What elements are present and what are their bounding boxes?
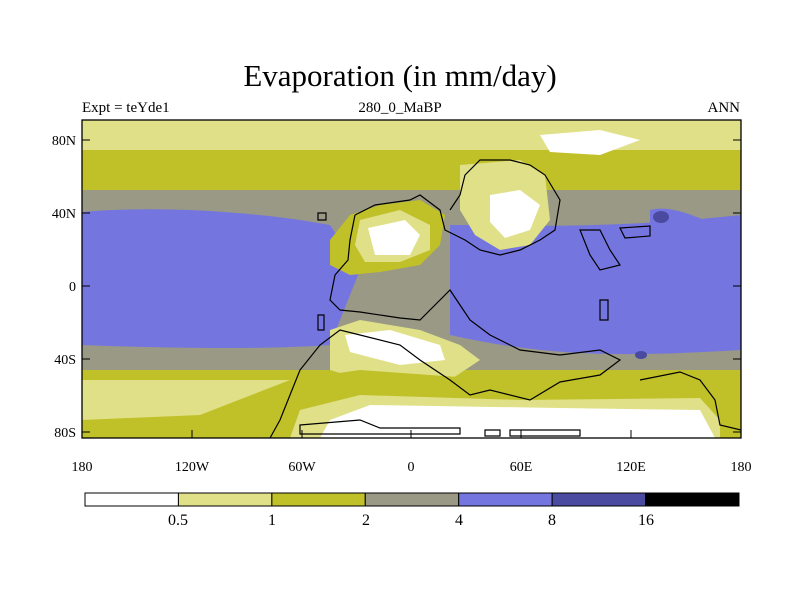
field-south-continent-core [345,330,445,365]
field-arctic-core [540,130,640,155]
coastlines [269,159,741,438]
lat-tick-label: 40N [52,207,76,222]
lat-axis: 80N 40N 0 40S 80S [52,134,741,441]
field-max-patch-south [635,351,647,359]
colorbar-label: 0.5 [168,512,188,529]
colorbar-swatch [84,492,179,507]
colorbar-label: 2 [362,512,370,529]
colorbar-swatch [551,492,647,507]
map-title: Evaporation (in mm/day) [243,58,557,93]
field-max-patch-north [653,211,669,223]
colorbar-label: 4 [455,512,463,529]
field-tropical-ocean-west [82,209,360,349]
colorbar [84,492,740,507]
lat-tick-label: 80S [54,426,76,441]
colorbar-labels: 0.5 1 2 4 8 16 [168,512,654,529]
colorbar-label: 16 [638,512,654,529]
lat-tick-label: 80N [52,134,76,149]
colorbar-label: 1 [268,512,276,529]
field-boreal-land-core [490,190,540,238]
lon-tick-label: 120E [616,460,646,475]
lat-tick-label: 40S [54,353,76,368]
colorbar-swatch [364,492,460,507]
season-label: ANN [707,100,741,116]
field-tropical-ocean-east [450,215,741,355]
colorbar-swatch [177,492,273,507]
field-north-continent-core [368,220,420,255]
period-label: 280_0_MaBP [358,100,442,116]
lon-tick-label: 180 [731,460,752,475]
lon-tick-label: 120W [175,460,210,475]
experiment-label: Expt = teYde1 [82,100,170,116]
colorbar-swatch [271,492,366,507]
lon-tick-label: 60W [288,460,316,475]
colorbar-swatch [458,492,553,507]
colorbar-label: 8 [548,512,556,529]
lon-tick-label: 0 [408,460,415,475]
lon-axis: 180 120W 60W 0 60E 120E 180 [72,430,752,475]
field-antarctic-interior [320,405,715,438]
lon-tick-label: 60E [510,460,533,475]
colorbar-swatch [645,492,740,507]
evaporation-field [82,120,741,438]
lon-tick-label: 180 [72,460,93,475]
lat-tick-label: 0 [69,280,76,295]
